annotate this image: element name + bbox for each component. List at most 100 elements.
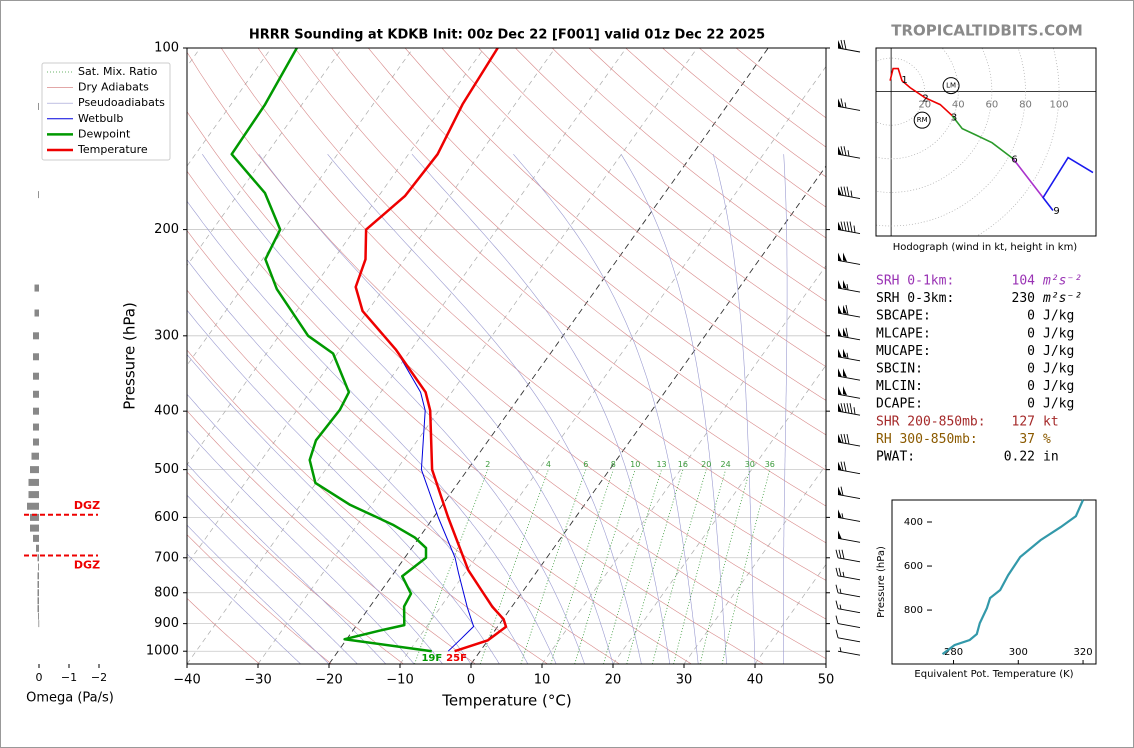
param-unit: in [1043, 450, 1059, 465]
x-tick-label: −30 [244, 673, 271, 688]
barb-full [843, 461, 847, 472]
barb-half [839, 647, 842, 652]
barb-pennant [838, 252, 842, 262]
surface-label: 25F [446, 653, 467, 664]
mixing-ratio-label: 36 [765, 460, 775, 469]
pseudoadiabat [202, 154, 585, 664]
barb-staff [837, 637, 861, 643]
omega-bar [33, 390, 39, 398]
barb-pennant [838, 486, 842, 496]
hodo-bg [876, 48, 1096, 236]
hodo-line [1042, 156, 1094, 211]
barb-full [840, 146, 844, 156]
param-unit: J/kg [1043, 309, 1074, 324]
pseudoadiabat [411, 154, 671, 664]
x-tick-label: −10 [386, 673, 413, 688]
barb-pennant [838, 146, 842, 156]
mixing-ratio-label: 13 [656, 460, 666, 469]
param-unit: J/kg [1043, 326, 1074, 341]
pseudoadiabat [187, 429, 415, 664]
surface-label: 19F [421, 653, 442, 664]
hodo-ring [876, 48, 993, 193]
mixing-ratio-label: 24 [721, 460, 731, 469]
param-unit: J/kg [1043, 344, 1074, 359]
barb-full [840, 403, 844, 413]
x-tick-label: 30 [676, 673, 693, 688]
dry-adiabat [187, 230, 692, 664]
wind-barbs [835, 39, 861, 656]
wind-barb [837, 280, 861, 293]
barb-full [845, 327, 849, 338]
wind-barb [837, 348, 861, 362]
barb-full [843, 146, 847, 156]
dry-adiabat [187, 349, 548, 664]
pseudoadiabat [513, 154, 699, 664]
dry-adiabat [294, 48, 826, 507]
wind-barb [835, 549, 861, 563]
wind-barb [837, 647, 861, 656]
barb-half [842, 571, 845, 578]
param-label: MLCAPE: [876, 326, 931, 341]
barb-full [841, 549, 845, 559]
dgz-label: DGZ [74, 499, 100, 512]
barb-pennant [838, 98, 842, 108]
omega-bar [38, 612, 39, 620]
pseudoadiabat [620, 154, 727, 664]
thetae-line [941, 499, 1085, 655]
barb-pennant [838, 305, 842, 315]
storm-motion-label: LM [946, 82, 956, 90]
legend-label: Temperature [77, 143, 148, 156]
barb-full [835, 549, 839, 558]
param-label: RH 300-850mb: [876, 432, 978, 447]
barb-full [849, 221, 853, 233]
watermark: TROPICALTIDBITS.COM [891, 22, 1083, 40]
omega-bar [38, 620, 40, 628]
wind-barb [837, 530, 861, 543]
y-tick-label: 400 [154, 404, 179, 419]
x-tick-label: −40 [173, 673, 200, 688]
pseudoadiabat [187, 200, 557, 664]
param-unit: % [1043, 432, 1051, 447]
wind-barb [837, 186, 861, 200]
hodo-frame [875, 47, 1097, 237]
dry-adiabat [187, 170, 764, 664]
omega-bar [28, 491, 39, 499]
y-tick-label: 600 [154, 510, 179, 525]
legend-label: Dewpoint [78, 127, 131, 140]
legend-label: Pseudoadiabats [78, 96, 165, 109]
param-unit: kt [1043, 414, 1059, 429]
dry-adiabat [331, 48, 826, 471]
y-tick-label: 300 [154, 328, 179, 343]
param-label: SRH 0-1km: [876, 274, 954, 289]
dry-adiabat [187, 410, 476, 664]
mixing-ratio-line [699, 469, 751, 664]
omega-bar [38, 102, 39, 110]
dry-adiabat [478, 48, 826, 334]
barb-pennant [838, 280, 842, 290]
omega-bar [34, 284, 39, 292]
param-value: 0 [1027, 379, 1035, 394]
barb-half [846, 283, 849, 290]
thetae-panel: 400 600 800 280 300 320 [891, 499, 1097, 665]
barb-full [835, 567, 839, 576]
omega-bar [33, 534, 39, 542]
param-value: 0 [1027, 344, 1035, 359]
wind-barb [837, 386, 861, 399]
wind-barb [837, 146, 861, 159]
profile-line [362, 310, 475, 652]
wind-barb [837, 368, 861, 381]
dry-adiabat [187, 471, 404, 664]
isotherm [187, 48, 343, 267]
mixing-ratio-line [574, 469, 636, 664]
param-value: 0.22 [1004, 450, 1035, 465]
param-label: SBCAPE: [876, 309, 931, 324]
pseudoadiabat [783, 154, 788, 664]
parameters: SRH 0-1km: 104 m²s⁻² SRH 0-3km: 230 m²s⁻² SBCA… [876, 274, 1082, 465]
barb-full [849, 403, 853, 414]
barb-pennant [838, 368, 842, 378]
barb-full [840, 486, 844, 496]
barb-full [840, 186, 844, 196]
wind-barb [837, 221, 861, 235]
barb-pennant [838, 509, 842, 519]
barb-pennant [838, 327, 842, 337]
